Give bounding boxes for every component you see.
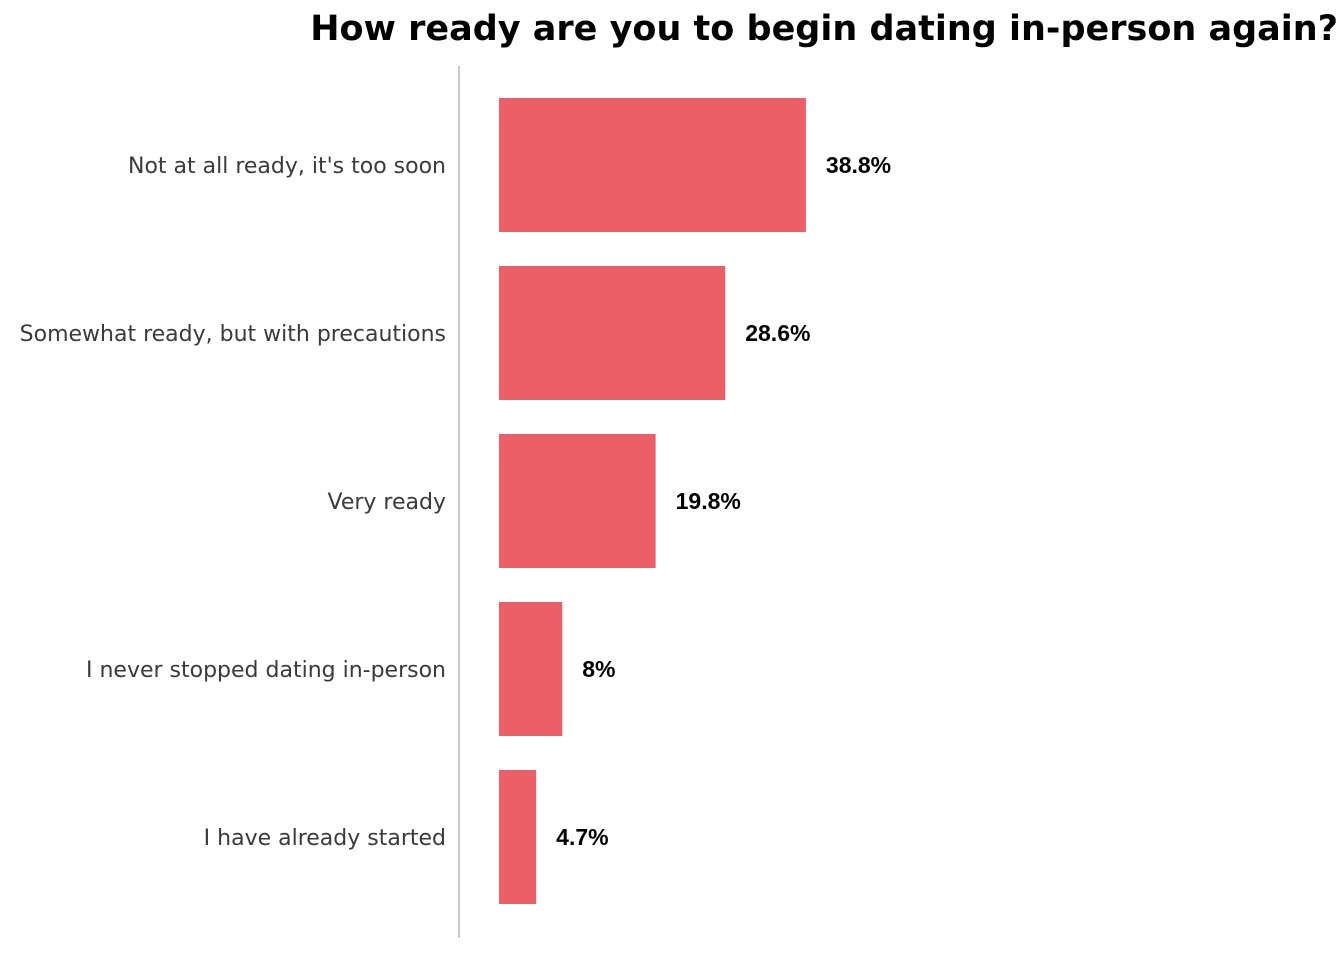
value-label: 19.8% — [676, 488, 741, 514]
bar — [499, 434, 656, 568]
bar — [499, 602, 563, 736]
bar — [499, 266, 726, 400]
value-label: 4.7% — [556, 824, 608, 850]
category-label: I never stopped dating in-person — [86, 658, 446, 683]
bar — [499, 770, 537, 904]
category-label: Very ready — [328, 490, 447, 515]
category-label-group: Not at all ready, it's too soon Somewhat … — [20, 154, 446, 851]
value-label-group: 38.8% 28.6% 19.8% 8% 4.7% — [556, 152, 891, 850]
chart-title: How ready are you to begin dating in-per… — [310, 9, 1338, 49]
bar — [499, 98, 806, 232]
category-label: I have already started — [204, 826, 446, 851]
bar-group — [499, 98, 806, 904]
value-label: 38.8% — [826, 152, 891, 178]
value-label: 28.6% — [745, 320, 810, 346]
category-label: Not at all ready, it's too soon — [128, 154, 446, 179]
value-label: 8% — [582, 656, 615, 682]
category-label: Somewhat ready, but with precautions — [20, 322, 446, 347]
